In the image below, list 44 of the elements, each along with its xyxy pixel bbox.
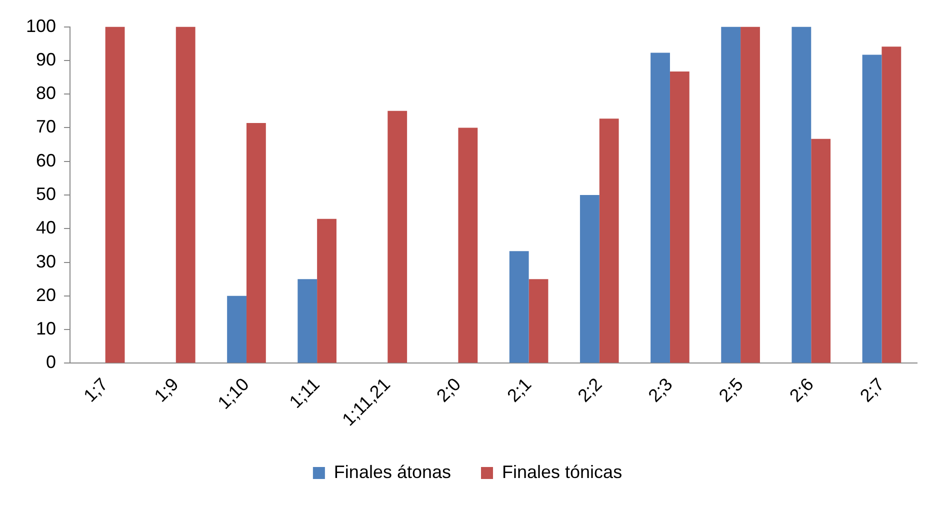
- x-tick-label: 1;11: [285, 374, 324, 412]
- x-tick-label: 2;5: [715, 374, 747, 406]
- x-tick-label: 1;9: [150, 374, 182, 406]
- x-tick-label: 2;6: [786, 374, 818, 406]
- bar: [458, 128, 478, 363]
- bar: [599, 118, 619, 363]
- y-tick-label: 70: [36, 116, 56, 137]
- bar: [721, 26, 741, 363]
- y-tick-label: 30: [36, 251, 56, 272]
- x-tick-label: 2;1: [503, 374, 536, 406]
- y-tick-label: 50: [36, 184, 56, 204]
- x-tick-label: 1;7: [80, 374, 112, 406]
- bar: [882, 46, 902, 363]
- y-tick-label: 90: [36, 49, 56, 70]
- bar: [227, 296, 246, 363]
- bar: [246, 123, 266, 363]
- bar: [509, 251, 529, 363]
- bar: [740, 26, 760, 363]
- bar: [792, 26, 812, 363]
- y-tick-label: 80: [36, 83, 56, 104]
- x-tick-label: 2;0: [432, 374, 465, 406]
- bar: [862, 54, 882, 363]
- bar: [317, 218, 336, 363]
- bar: [650, 52, 670, 363]
- bar: [811, 138, 831, 363]
- bar: [670, 72, 690, 363]
- x-tick-label: 2;7: [856, 374, 888, 406]
- y-tick-label: 10: [36, 318, 56, 339]
- y-tick-label: 60: [36, 150, 56, 170]
- bar: [298, 279, 318, 363]
- y-tick-label: 20: [36, 284, 56, 305]
- bar: [528, 279, 548, 363]
- y-tick-label: 40: [36, 218, 56, 238]
- bar: [388, 110, 408, 363]
- x-tick-label: 2;2: [574, 374, 606, 406]
- x-tick-label: 2;3: [644, 374, 676, 406]
- x-tick-label: 1;10: [214, 374, 253, 413]
- bar: [580, 195, 600, 363]
- y-tick-label: 100: [26, 16, 56, 36]
- bar: [105, 26, 125, 363]
- bar: [176, 26, 196, 363]
- y-tick-label: 0: [46, 352, 56, 372]
- legend-label: Finales tónicas: [502, 462, 622, 482]
- legend-label: Finales átonas: [334, 462, 452, 482]
